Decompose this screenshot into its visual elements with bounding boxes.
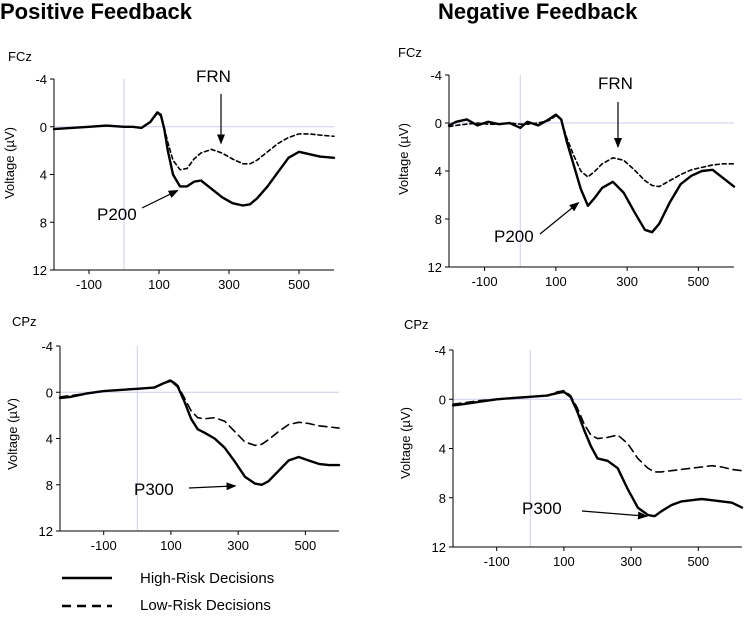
- panel-pos-fcz: FCz Voltage (µV) -4 0 4 8 12 -100 100 300 500 FRN P2…: [2, 49, 336, 292]
- legend: High-Risk Decisions Low-Risk Decisions: [62, 570, 274, 614]
- x-tick-label: 100: [148, 277, 170, 292]
- y-tick-label: -4: [35, 72, 47, 87]
- high-risk-series-line: [58, 379, 341, 486]
- annotation-p200-label: P200: [97, 205, 137, 224]
- x-tick-label: 500: [687, 554, 709, 569]
- y-tick-label: 0: [46, 385, 53, 400]
- y-tick-label: 4: [46, 432, 53, 447]
- x-tick-label: 500: [295, 538, 317, 553]
- low-risk-series-line: [59, 378, 340, 447]
- annotation-p200-arrow: [539, 201, 580, 235]
- panel-neg-cpz: CPz Voltage (µV) -4 0 4 8 12 -100 100 300 500 P300: [398, 317, 744, 569]
- y-tick-label: 0: [435, 116, 442, 131]
- low-risk-series-line: [448, 115, 735, 188]
- y-axis-label: Voltage (µV): [2, 127, 17, 199]
- low-risk-series-line: [452, 389, 743, 473]
- y-tick-label: 4: [40, 168, 47, 183]
- y-tick-label: 12: [33, 263, 47, 278]
- negative-feedback-title: Negative Feedback: [438, 0, 638, 24]
- x-tick-label: -100: [484, 554, 510, 569]
- annotation-p300-label: P300: [134, 480, 174, 499]
- y-tick-label: 12: [39, 524, 53, 539]
- x-tick-label: -100: [76, 277, 102, 292]
- x-tick-label: 300: [620, 554, 642, 569]
- panel-neg-fcz: FCz Voltage (µV) -4 0 4 8 12 -100 100 300 500 FRN P2…: [396, 45, 736, 289]
- panel-pos-cpz: CPz Voltage (µV) -4 0 4 8 12 -100 100 300 500 P300: [5, 314, 341, 553]
- x-tick-label: -100: [91, 538, 117, 553]
- y-tick-label: 12: [428, 260, 442, 275]
- y-tick-label: -4: [430, 68, 442, 83]
- high-risk-series-line: [451, 390, 744, 518]
- legend-low-risk-label: Low-Risk Decisions: [140, 597, 271, 613]
- x-tick-label: 100: [160, 538, 182, 553]
- electrode-label: CPz: [404, 317, 429, 332]
- y-tick-label: 8: [435, 212, 442, 227]
- low-risk-series-line: [53, 112, 335, 171]
- y-tick-label: -4: [434, 343, 446, 358]
- annotation-p200-arrow: [141, 189, 179, 209]
- chart-panels: FCz Voltage (µV) -4 0 4 8 12 -100 100 300 500 FRN P2…: [2, 45, 744, 569]
- annotation-p300-arrow: [188, 482, 237, 491]
- y-tick-label: 4: [439, 442, 446, 457]
- y-tick-label: 0: [40, 120, 47, 135]
- y-axis-label: Voltage (µV): [398, 407, 413, 479]
- annotation-frn-label: FRN: [598, 74, 633, 93]
- x-tick-label: 100: [553, 554, 575, 569]
- annotation-p300-arrow: [581, 510, 648, 520]
- y-tick-label: -4: [41, 339, 53, 354]
- annotation-p200-label: P200: [494, 227, 534, 246]
- y-tick-label: 8: [439, 491, 446, 506]
- y-axis-label: Voltage (µV): [5, 398, 20, 470]
- annotation-frn-label: FRN: [196, 67, 231, 86]
- legend-high-risk-label: High-Risk Decisions: [140, 570, 274, 587]
- y-tick-label: 12: [432, 540, 446, 555]
- x-tick-label: 500: [688, 274, 710, 289]
- y-tick-label: 8: [40, 215, 47, 230]
- y-tick-label: 4: [435, 164, 442, 179]
- positive-feedback-title: Positive Feedback: [0, 0, 193, 24]
- x-tick-label: 300: [218, 277, 240, 292]
- y-tick-label: 0: [439, 392, 446, 407]
- x-tick-label: 100: [545, 274, 567, 289]
- electrode-label: FCz: [8, 49, 32, 64]
- electrode-label: CPz: [12, 314, 37, 329]
- x-tick-label: 300: [616, 274, 638, 289]
- x-tick-label: 300: [227, 538, 249, 553]
- y-tick-label: 8: [46, 478, 53, 493]
- x-tick-label: -100: [472, 274, 498, 289]
- x-tick-label: 500: [288, 277, 310, 292]
- y-axis-label: Voltage (µV): [396, 123, 411, 195]
- electrode-label: FCz: [398, 45, 422, 60]
- annotation-p300-label: P300: [522, 499, 562, 518]
